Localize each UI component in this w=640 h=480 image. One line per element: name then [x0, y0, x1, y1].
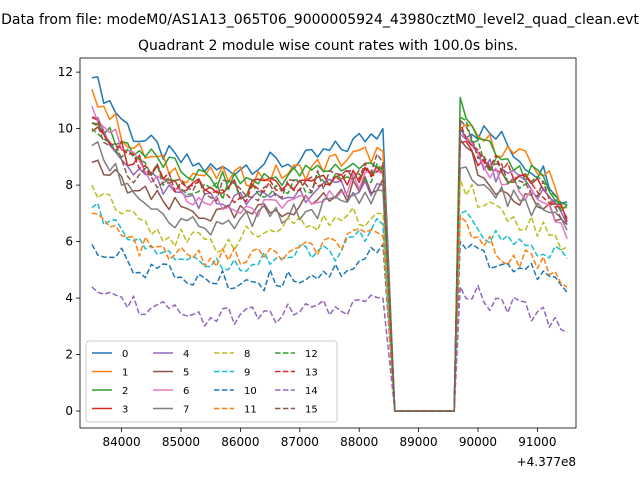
x-tick-label: 85000 — [162, 435, 200, 449]
legend-label-5: 5 — [183, 368, 189, 379]
series-line-15 — [91, 119, 568, 412]
series-line-11 — [91, 212, 568, 412]
legend-label-9: 9 — [244, 368, 250, 379]
series-line-14 — [91, 284, 568, 412]
legend-label-14: 14 — [305, 386, 318, 397]
y-tick-label: 10 — [58, 122, 73, 136]
x-axis: 84000 85000 86000 87000 88000 89000 90000 91000 — [102, 428, 556, 449]
y-tick-label: 12 — [58, 65, 73, 79]
legend-label-6: 6 — [183, 386, 189, 397]
series-line-2 — [91, 96, 568, 412]
x-axis-offset-text: +4.377e8 — [517, 455, 576, 469]
legend-label-4: 4 — [183, 349, 189, 360]
chart-title: Quadrant 2 module wise count rates with … — [138, 38, 518, 54]
series-line-0 — [91, 76, 568, 412]
figure-suptitle: Data from file: modeM0/AS1A13_065T06_900… — [1, 12, 639, 28]
legend-label-10: 10 — [244, 386, 257, 397]
legend-label-15: 15 — [305, 405, 318, 416]
y-tick-label: 2 — [65, 348, 73, 362]
plot-area — [91, 76, 568, 412]
series-line-12 — [91, 116, 568, 412]
x-tick-label: 87000 — [281, 435, 319, 449]
series-line-7 — [91, 141, 568, 412]
series-line-13 — [91, 116, 568, 412]
legend-box — [85, 340, 338, 423]
legend-label-13: 13 — [305, 368, 318, 379]
series-line-4 — [91, 116, 568, 412]
x-tick-label: 86000 — [221, 435, 259, 449]
legend-label-3: 3 — [122, 405, 128, 416]
y-tick-label: 0 — [65, 404, 73, 418]
y-tick-label: 6 — [65, 235, 73, 249]
legend-label-11: 11 — [244, 405, 257, 416]
x-tick-label: 91000 — [518, 435, 556, 449]
legend-label-0: 0 — [122, 349, 128, 360]
series-line-8 — [91, 178, 568, 412]
series-line-9 — [91, 202, 568, 412]
x-tick-label: 90000 — [459, 435, 497, 449]
x-tick-label: 88000 — [340, 435, 378, 449]
y-tick-label: 4 — [65, 291, 73, 305]
legend-label-2: 2 — [122, 386, 128, 397]
x-tick-label: 84000 — [102, 435, 140, 449]
x-tick-label: 89000 — [399, 435, 437, 449]
legend-label-7: 7 — [183, 405, 189, 416]
legend-label-1: 1 — [122, 368, 128, 379]
legend-label-12: 12 — [305, 349, 318, 360]
legend-label-8: 8 — [244, 349, 250, 360]
axes-frame — [79, 57, 577, 429]
series-line-1 — [91, 88, 568, 412]
y-axis: 0 2 4 6 8 10 12 — [58, 65, 80, 418]
y-tick-label: 8 — [65, 178, 73, 192]
series-line-10 — [91, 240, 568, 412]
series-line-6 — [91, 105, 568, 412]
